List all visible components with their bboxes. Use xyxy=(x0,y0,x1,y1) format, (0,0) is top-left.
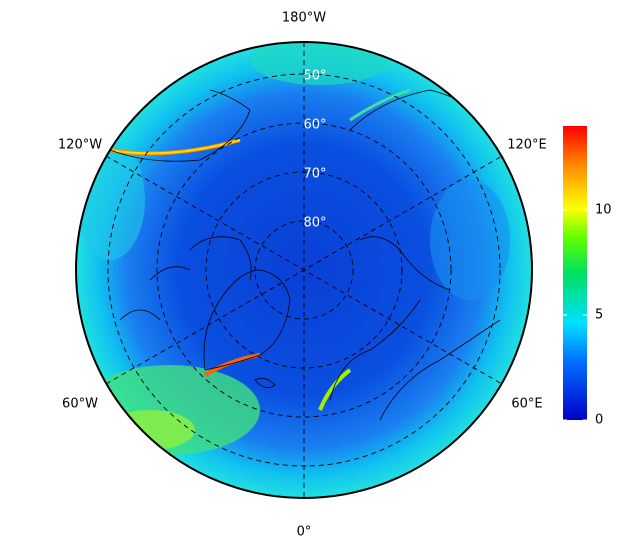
map-border xyxy=(75,41,533,499)
colorbar: 0 5 10 xyxy=(563,126,612,428)
colorbar-scale xyxy=(563,126,587,420)
lat-label: 70° xyxy=(303,167,326,182)
lat-label: 50° xyxy=(303,69,326,84)
colorbar-tick-label: 5 xyxy=(595,308,603,323)
lon-label: 120°W xyxy=(58,138,102,153)
lon-label: 60°E xyxy=(511,397,542,412)
colorbar-tick-label: 10 xyxy=(595,203,612,218)
colorbar-tick-label: 0 xyxy=(595,413,603,428)
lat-label: 80° xyxy=(303,216,326,231)
graticule xyxy=(105,42,503,498)
field xyxy=(76,42,532,498)
lon-label: 60°W xyxy=(62,397,98,412)
coastlines xyxy=(109,89,501,421)
lon-label: 180°W xyxy=(282,11,326,26)
lon-label: 120°E xyxy=(507,138,547,153)
lon-label: 0° xyxy=(297,525,312,540)
lat-label: 60° xyxy=(303,118,326,133)
lat-labels: 50° 60° 70° 80° xyxy=(303,69,326,231)
